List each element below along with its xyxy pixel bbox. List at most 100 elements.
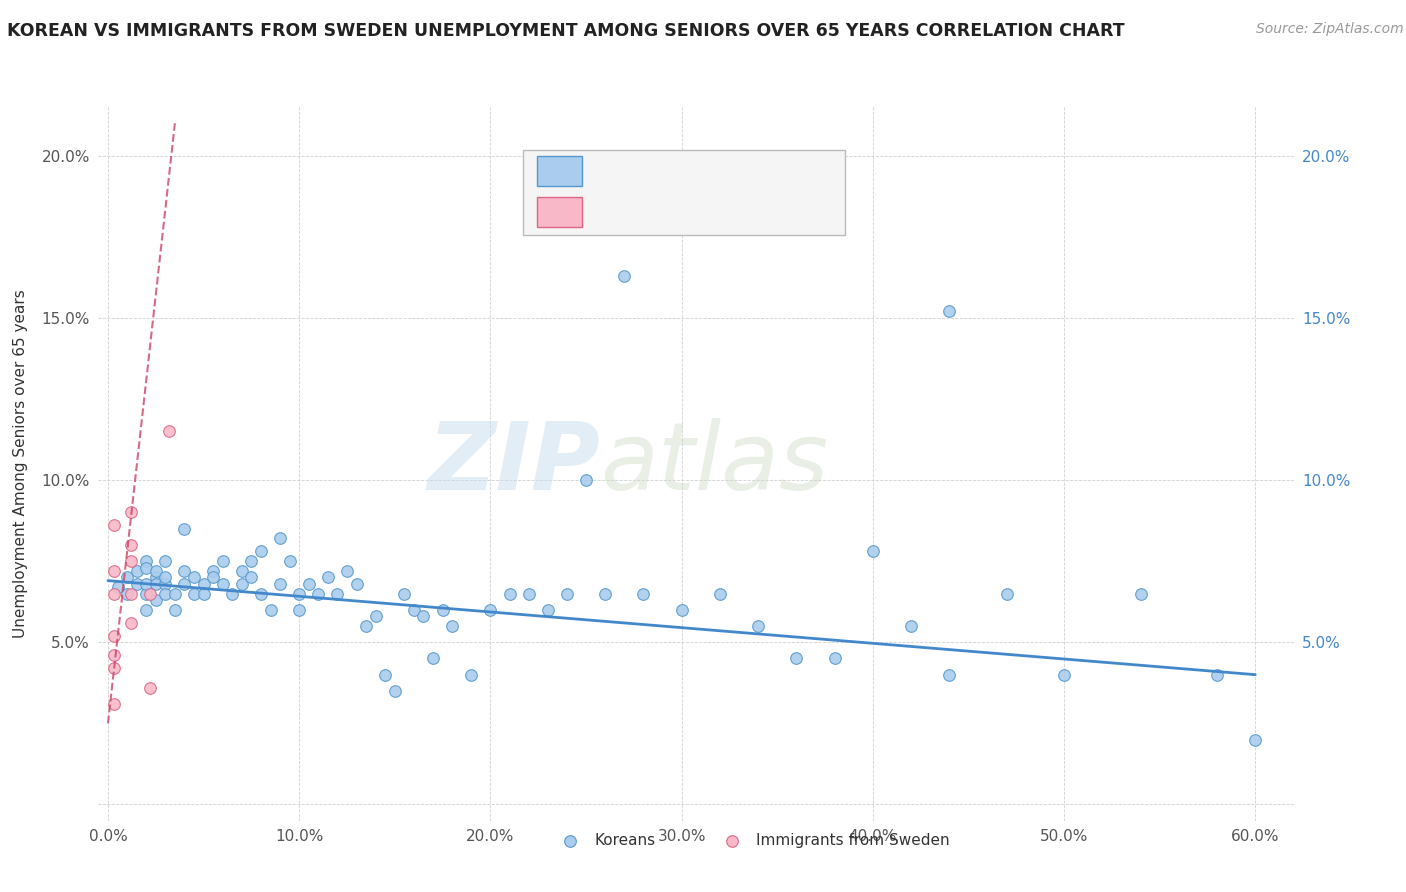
Point xyxy=(671,603,693,617)
Point xyxy=(211,577,233,591)
Point xyxy=(231,564,253,578)
Point xyxy=(364,609,387,624)
Point xyxy=(402,603,425,617)
Point xyxy=(1129,586,1152,600)
Point xyxy=(593,586,616,600)
Point xyxy=(193,577,215,591)
Point xyxy=(125,577,148,591)
Point xyxy=(250,586,273,600)
Point xyxy=(155,554,177,568)
Point xyxy=(1053,667,1076,681)
Point xyxy=(250,544,273,558)
Point xyxy=(517,586,540,600)
Point xyxy=(288,603,311,617)
Point xyxy=(145,564,167,578)
Point xyxy=(145,570,167,584)
Point xyxy=(1244,732,1267,747)
Point xyxy=(155,570,177,584)
Point xyxy=(460,667,482,681)
Point xyxy=(259,603,281,617)
Point xyxy=(120,554,142,568)
Point xyxy=(852,888,875,892)
Point xyxy=(107,580,129,594)
Point xyxy=(307,586,329,600)
Point xyxy=(394,586,416,600)
Point xyxy=(278,554,301,568)
Point xyxy=(135,560,157,574)
Point xyxy=(709,586,731,600)
Point xyxy=(288,586,311,600)
Point xyxy=(139,586,162,600)
Point xyxy=(269,532,291,546)
Point xyxy=(785,651,807,665)
Point xyxy=(103,697,125,711)
Point xyxy=(240,554,263,568)
Point xyxy=(354,619,377,633)
Text: Koreans: Koreans xyxy=(595,833,655,848)
Point xyxy=(938,304,960,318)
Point xyxy=(183,586,205,600)
Point xyxy=(613,268,636,283)
Point xyxy=(120,506,142,520)
Y-axis label: Unemployment Among Seniors over 65 years: Unemployment Among Seniors over 65 years xyxy=(13,290,28,638)
Text: ZIP: ZIP xyxy=(427,417,600,510)
Point xyxy=(240,570,263,584)
Point xyxy=(269,577,291,591)
Point xyxy=(384,684,406,698)
Point xyxy=(103,564,125,578)
Point xyxy=(103,629,125,643)
Point xyxy=(298,577,321,591)
FancyBboxPatch shape xyxy=(537,156,582,186)
Point xyxy=(135,586,157,600)
Point xyxy=(221,586,243,600)
Point xyxy=(145,577,167,591)
Point xyxy=(211,554,233,568)
Point xyxy=(135,577,157,591)
Point xyxy=(346,577,368,591)
Text: KOREAN VS IMMIGRANTS FROM SWEDEN UNEMPLOYMENT AMONG SENIORS OVER 65 YEARS CORREL: KOREAN VS IMMIGRANTS FROM SWEDEN UNEMPLO… xyxy=(7,22,1125,40)
Point xyxy=(103,648,125,663)
Point xyxy=(115,570,138,584)
Text: Source: ZipAtlas.com: Source: ZipAtlas.com xyxy=(1256,22,1403,37)
Point xyxy=(173,564,195,578)
Point xyxy=(202,564,225,578)
Point xyxy=(135,554,157,568)
Text: Immigrants from Sweden: Immigrants from Sweden xyxy=(756,833,949,848)
Text: R = -0.177    N = 82: R = -0.177 N = 82 xyxy=(596,161,780,180)
Point xyxy=(326,586,349,600)
Point xyxy=(747,619,769,633)
Point xyxy=(441,619,464,633)
Point xyxy=(1111,888,1133,892)
Point xyxy=(995,586,1018,600)
Point xyxy=(155,586,177,600)
Point xyxy=(173,522,195,536)
Point xyxy=(139,681,162,695)
Point xyxy=(555,586,578,600)
Point xyxy=(824,651,846,665)
Point xyxy=(120,615,142,630)
Point xyxy=(1206,667,1229,681)
Point xyxy=(103,518,125,533)
Point xyxy=(145,593,167,607)
Point xyxy=(163,586,186,600)
Point xyxy=(537,603,560,617)
Point xyxy=(633,586,655,600)
Point xyxy=(374,667,396,681)
Point xyxy=(938,667,960,681)
Point xyxy=(900,619,922,633)
Point xyxy=(155,577,177,591)
Point xyxy=(575,473,598,487)
Point xyxy=(120,586,142,600)
FancyBboxPatch shape xyxy=(523,150,845,235)
Point xyxy=(202,570,225,584)
Point xyxy=(135,603,157,617)
Point xyxy=(157,425,180,439)
Point xyxy=(862,544,884,558)
Point xyxy=(231,577,253,591)
Point xyxy=(103,661,125,675)
Point xyxy=(412,609,434,624)
Point xyxy=(115,586,138,600)
Text: atlas: atlas xyxy=(600,418,828,509)
Point xyxy=(316,570,339,584)
Point xyxy=(432,603,454,617)
